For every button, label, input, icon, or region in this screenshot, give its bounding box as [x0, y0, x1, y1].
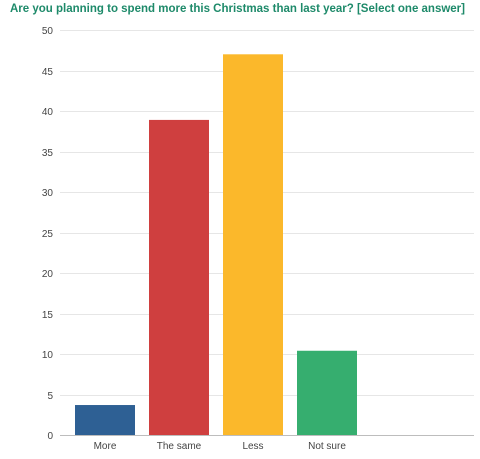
- x-category-label: Less: [242, 441, 263, 452]
- y-tick-label: 25: [42, 229, 54, 240]
- y-tick-label: 20: [42, 269, 54, 280]
- bar-the-same: [149, 119, 209, 435]
- y-tick-label: 0: [47, 431, 53, 442]
- y-tick-label: 30: [42, 188, 54, 199]
- y-tick-label: 35: [42, 148, 54, 159]
- y-tick-label: 40: [42, 107, 54, 118]
- x-category-label: Not sure: [308, 441, 346, 452]
- y-tick-label: 50: [42, 26, 54, 37]
- bar-less: [223, 54, 283, 436]
- x-axis-labels: More The same Less Not sure: [94, 441, 347, 452]
- y-tick-label: 45: [42, 67, 54, 78]
- y-tick-label: 10: [42, 350, 54, 361]
- y-axis-ticks: 0 5 10 15 20 25 30 35 40 45 50: [42, 26, 54, 442]
- bar-more: [75, 405, 135, 435]
- y-tick-label: 15: [42, 310, 54, 321]
- chart-title: Are you planning to spend more this Chri…: [10, 3, 465, 15]
- x-category-label: More: [94, 441, 117, 452]
- bars: [75, 54, 357, 436]
- y-tick-label: 5: [47, 391, 53, 402]
- x-category-label: The same: [157, 441, 202, 452]
- bar-not-sure: [297, 350, 357, 435]
